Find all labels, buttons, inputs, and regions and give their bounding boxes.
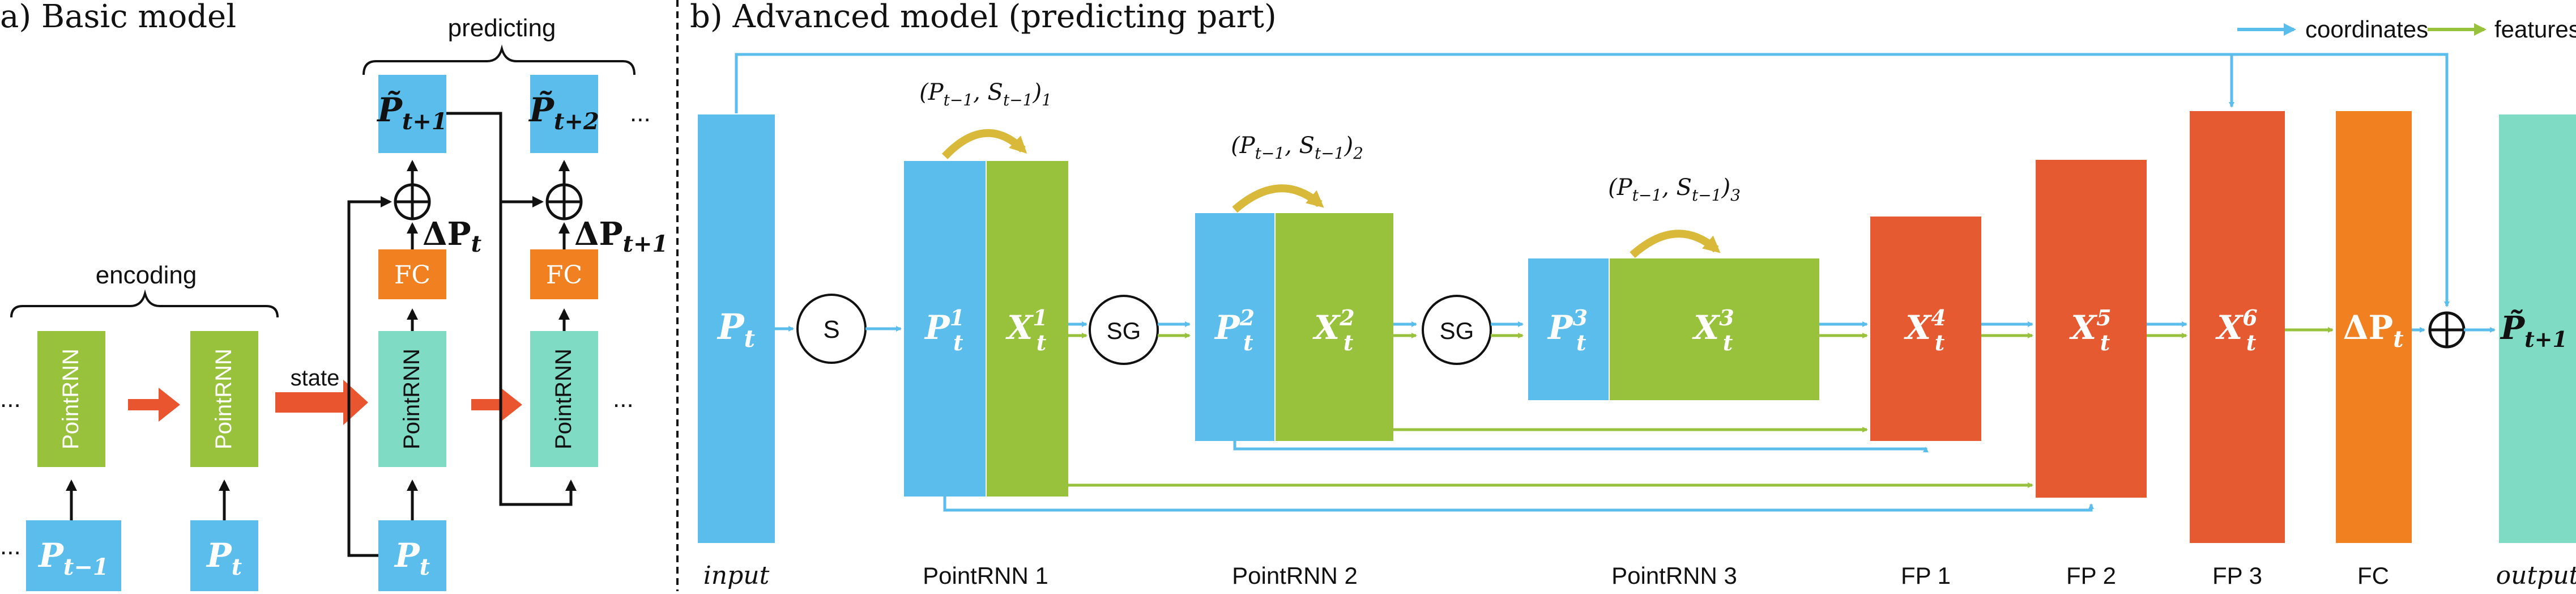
state-loop-3: [1630, 230, 1721, 258]
panel-a: a) Basic model encoding predicting Point…: [0, 0, 668, 591]
skip-p1-blue-to-fp2: [943, 497, 2094, 512]
state-arrow-3: [471, 388, 522, 422]
input-block-label: Pt: [716, 306, 755, 353]
out-label: P̃t+1: [2500, 309, 2568, 352]
ellipsis-left-top: ...: [0, 385, 21, 413]
delta-p-t-label: ΔPt: [423, 215, 482, 257]
fc-block-2-label: FC: [546, 261, 582, 290]
fc-block-1-label: FC: [394, 261, 430, 290]
p-t-block-pred: [378, 520, 446, 591]
pred-block-1: [378, 75, 446, 153]
pred-block-2-label: P̃t+2: [528, 90, 599, 135]
legend-coordinates-label: coordinates: [2305, 16, 2428, 43]
predicting-label: predicting: [448, 14, 556, 42]
p3-label: P3 t: [1547, 305, 1588, 355]
fc-block-b: [2336, 111, 2412, 543]
sg-node-2: [1422, 295, 1492, 365]
state-arrow-2: [275, 380, 368, 425]
x3-block: [1610, 258, 1819, 400]
p-prev-block: [26, 520, 121, 591]
fp2-block: [2036, 160, 2147, 498]
p1-label: P1 t: [924, 305, 965, 355]
pred-block-2: [530, 75, 598, 153]
state-label-2: (Pt−1, St−1)2: [1231, 133, 1363, 163]
p-prev-label: Pt−1: [37, 536, 108, 580]
pointrnn-enc-1: [37, 331, 105, 467]
pointrnn-enc-2-label: PointRNN: [211, 349, 236, 449]
pointrnn-pred-2-label: PointRNN: [551, 349, 576, 449]
x1-label: X1 t: [1005, 305, 1047, 355]
p-t-enc-label: Pt: [206, 536, 242, 580]
predicting-brace: [362, 44, 636, 75]
p-t-pred-label: Pt: [394, 536, 430, 580]
panel-a-title: a) Basic model: [0, 0, 236, 35]
state-label-3: (Pt−1, St−1)3: [1608, 175, 1741, 205]
state-arrow-1: [128, 388, 180, 422]
pointrnn-pred-1: [378, 331, 446, 467]
encoding-label: encoding: [96, 261, 197, 289]
pred-block-1-label: P̃t+1: [376, 90, 447, 135]
encoding-brace: [10, 289, 279, 318]
p2-label: P2 t: [1214, 305, 1255, 355]
input-block: [698, 114, 775, 543]
label-pointrnn3: PointRNN 3: [1611, 562, 1737, 589]
label-fp1: FP 1: [1901, 562, 1951, 589]
x2-block: [1276, 213, 1393, 441]
label-fc: FC: [2357, 562, 2389, 589]
fc-block-1: [378, 249, 446, 299]
pointrnn-enc-1-label: PointRNN: [58, 349, 83, 449]
label-fp2: FP 2: [2066, 562, 2116, 589]
skip-pred1-to-oplus2: [446, 112, 544, 207]
label-pointrnn2: PointRNN 2: [1232, 562, 1358, 589]
panel-b: b) Advanced model (predicting part) coor…: [690, 0, 2576, 590]
fp1-block: [1870, 217, 1981, 441]
p1-block: [904, 161, 986, 497]
skip-p2-blue-to-fp1: [1233, 441, 1929, 452]
x3-label: X3 t: [1691, 305, 1734, 355]
sg-node-1-label: SG: [1107, 317, 1141, 344]
output-block: [2499, 114, 2576, 543]
ellipsis-left-bottom: ...: [0, 532, 21, 560]
skip-input-top: [735, 53, 2450, 307]
sg-node-2-label: SG: [1440, 317, 1474, 344]
ellipsis-right-mid: ...: [613, 385, 634, 413]
x6-label: X6 t: [2215, 305, 2257, 355]
dp-label: ΔPt: [2343, 308, 2404, 353]
state-label: state: [291, 366, 340, 391]
legend-features-label: features: [2494, 16, 2576, 43]
state-label-1: (Pt−1, St−1)1: [919, 79, 1052, 109]
pointrnn-pred-1-label: PointRNN: [399, 349, 424, 449]
label-fp3: FP 3: [2212, 562, 2262, 589]
label-pointrnn1: PointRNN 1: [923, 562, 1048, 589]
p3-block: [1528, 258, 1609, 400]
x1-block: [987, 161, 1068, 497]
feed-pred1-to-rnn2: [446, 112, 577, 506]
p2-block: [1195, 213, 1274, 441]
x5-label: X5 t: [2069, 305, 2111, 355]
label-output: output: [2496, 561, 2576, 590]
p-t-block-enc: [190, 520, 258, 591]
sg-node-1: [1089, 295, 1159, 365]
delta-p-t1-label: ΔPt+1: [574, 215, 668, 257]
state-loop-1: [941, 129, 1027, 159]
x2-label: X2 t: [1312, 305, 1354, 355]
label-input: input: [703, 561, 770, 590]
s-node-label: S: [823, 316, 839, 343]
x4-label: X4 t: [1903, 305, 1946, 355]
skip-pt-to-oplus1: [347, 196, 392, 557]
ellipsis-right-top: ...: [630, 99, 651, 127]
fc-block-2: [530, 249, 598, 299]
pointrnn-enc-2: [190, 331, 258, 467]
fp3-block: [2190, 111, 2285, 543]
state-loop-2: [1232, 184, 1324, 213]
panel-b-title: b) Advanced model (predicting part): [690, 0, 1277, 35]
pointrnn-pred-2: [530, 331, 598, 467]
